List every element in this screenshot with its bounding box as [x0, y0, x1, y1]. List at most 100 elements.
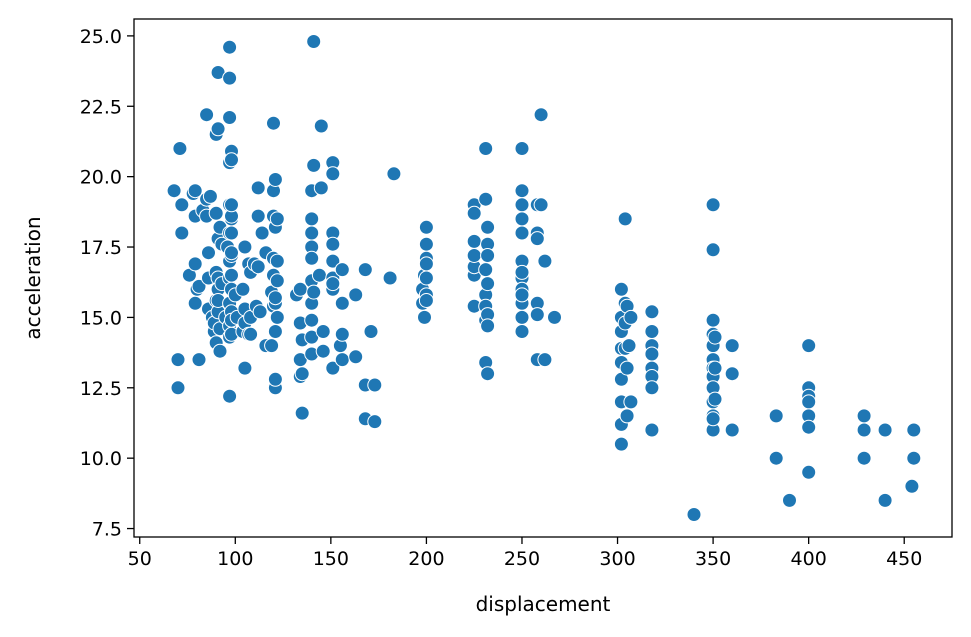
- data-point: [537, 352, 553, 368]
- data-point: [304, 225, 320, 241]
- data-point: [705, 197, 721, 213]
- data-point: [705, 242, 721, 258]
- data-points: [166, 34, 922, 522]
- data-point: [768, 408, 784, 424]
- x-tick-label: 350: [695, 548, 731, 570]
- data-point: [357, 262, 373, 278]
- data-point: [644, 324, 660, 339]
- data-point: [304, 312, 320, 328]
- data-point: [212, 343, 228, 359]
- data-point: [269, 211, 285, 227]
- data-point: [514, 197, 530, 213]
- data-point: [348, 349, 364, 365]
- data-point: [478, 262, 494, 278]
- data-point: [250, 180, 266, 196]
- y-tick-label: 17.5: [80, 237, 122, 259]
- data-point: [267, 290, 283, 306]
- data-point: [313, 180, 329, 196]
- data-point: [623, 394, 639, 410]
- data-point: [418, 293, 434, 308]
- data-point: [237, 239, 253, 255]
- data-point: [705, 411, 721, 427]
- data-point: [466, 205, 482, 221]
- data-point: [304, 211, 320, 227]
- data-point: [617, 211, 633, 227]
- data-point: [243, 326, 259, 342]
- data-point: [267, 172, 283, 187]
- data-point: [222, 70, 238, 86]
- y-tick-label: 12.5: [80, 378, 122, 400]
- data-point: [644, 380, 660, 396]
- data-point: [325, 236, 341, 252]
- data-point: [224, 197, 239, 213]
- data-point: [707, 360, 723, 376]
- data-point: [252, 304, 268, 320]
- data-point: [306, 284, 322, 300]
- data-point: [856, 422, 872, 438]
- data-point: [199, 107, 215, 123]
- data-point: [418, 256, 434, 272]
- data-point: [191, 352, 207, 368]
- data-point: [877, 492, 893, 508]
- data-point: [304, 250, 320, 266]
- data-point: [210, 121, 226, 137]
- data-point: [644, 422, 660, 438]
- data-point: [334, 352, 350, 368]
- data-point: [707, 329, 723, 345]
- data-point: [201, 245, 216, 261]
- y-tick-label: 15.0: [80, 307, 122, 329]
- data-point: [724, 366, 740, 382]
- data-point: [514, 225, 530, 241]
- data-point: [801, 394, 817, 410]
- data-point: [619, 360, 635, 376]
- data-point: [621, 338, 637, 354]
- data-point: [222, 388, 238, 404]
- data-point: [267, 324, 283, 339]
- data-point: [724, 422, 740, 438]
- data-point: [877, 422, 893, 438]
- data-point: [529, 307, 545, 323]
- data-point: [294, 405, 310, 421]
- data-point: [250, 208, 266, 224]
- plot-frame: [133, 18, 953, 538]
- data-point: [187, 183, 203, 199]
- data-point: [480, 219, 496, 235]
- x-tick-label: 150: [313, 548, 349, 570]
- y-tick-label: 25.0: [80, 26, 122, 48]
- data-point: [254, 225, 270, 241]
- data-point: [613, 436, 629, 452]
- data-point: [334, 295, 350, 311]
- x-tick-label: 50: [128, 548, 152, 570]
- data-point: [222, 110, 238, 125]
- data-point: [325, 166, 341, 182]
- data-point: [224, 225, 239, 241]
- data-point: [514, 141, 530, 156]
- y-tick-label: 20.0: [80, 167, 122, 189]
- data-point: [418, 270, 434, 286]
- data-point: [514, 324, 530, 339]
- data-point: [311, 267, 327, 283]
- data-point: [466, 233, 482, 249]
- data-point: [315, 324, 331, 339]
- data-point: [315, 343, 331, 359]
- data-point: [367, 377, 383, 393]
- x-tick-label: 250: [504, 548, 540, 570]
- data-point: [480, 276, 496, 292]
- data-point: [644, 346, 660, 362]
- data-point: [768, 450, 784, 466]
- data-point: [904, 478, 920, 494]
- data-point: [514, 183, 530, 199]
- data-point: [222, 39, 238, 55]
- data-point: [782, 492, 797, 508]
- data-point: [382, 270, 398, 286]
- data-point: [187, 256, 203, 272]
- data-point: [267, 371, 283, 387]
- data-point: [418, 219, 434, 235]
- data-point: [306, 157, 322, 173]
- y-tick-label: 22.5: [80, 96, 122, 118]
- data-point: [386, 166, 402, 182]
- data-point: [170, 352, 186, 368]
- data-point: [707, 391, 723, 407]
- data-point: [202, 188, 218, 204]
- data-point: [269, 273, 285, 289]
